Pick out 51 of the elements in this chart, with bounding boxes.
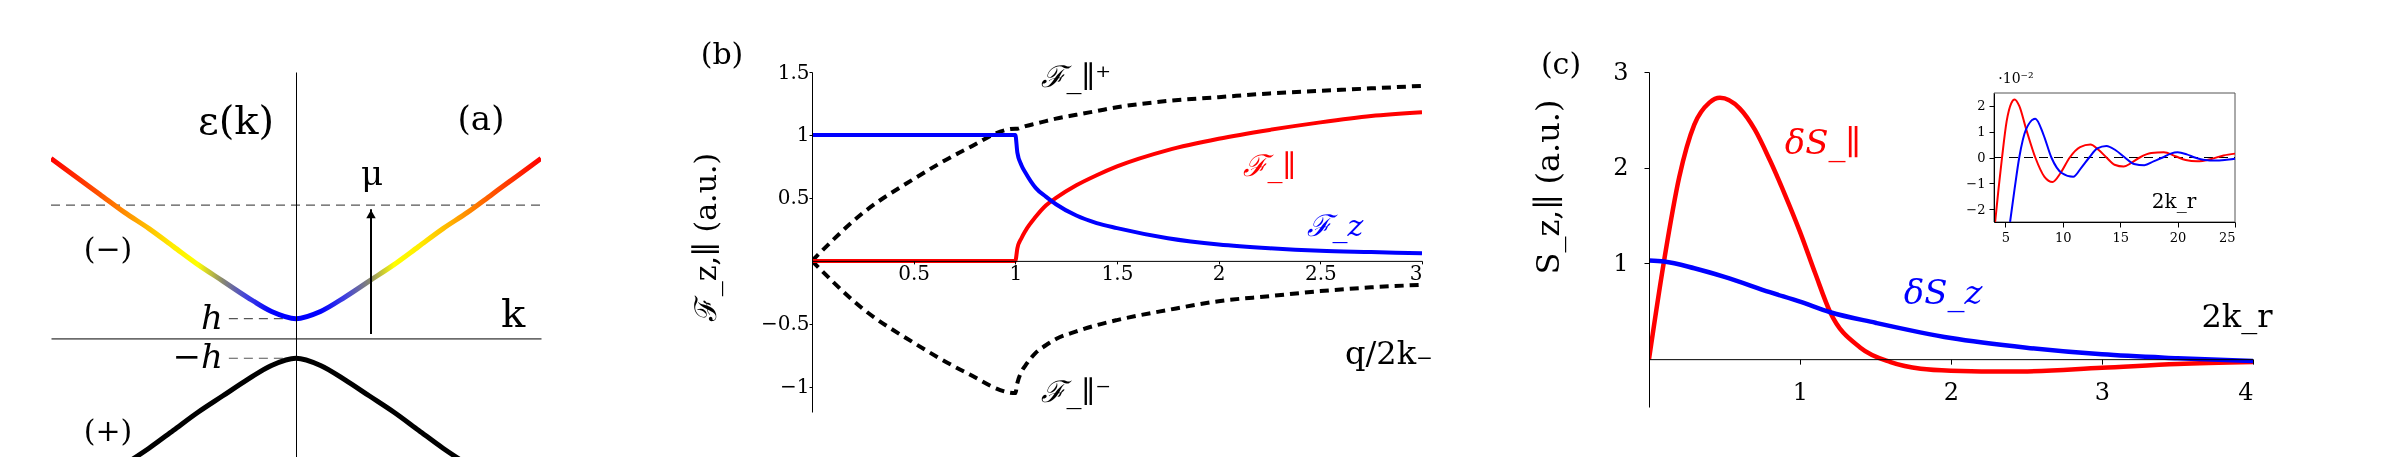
y-axis-title: S_z,∥ (a.u.) [1529,99,1567,275]
x-axis-title: 2k_r [2151,189,2197,213]
y-tick-label: −1 [1966,175,1986,191]
series-label: δS_z [1903,272,1984,314]
chart-title: (c) [1540,46,1582,81]
x-tick-label: 20 [2169,229,2187,245]
y-tick-label: 2 [1613,153,1629,182]
x-tick-label: 5 [2001,229,2011,245]
chart-title: (a) [457,98,505,138]
x-tick-label: 10 [2055,229,2072,245]
x-tick-label: 4 [2238,377,2254,406]
annotation: μ [360,153,384,193]
x-tick-label: 0.5 [898,261,931,286]
line-series [2009,117,2236,223]
annotation: (+) [83,413,133,448]
series-label: δS_∥ [1784,121,1862,163]
chart-title: (b) [700,36,744,71]
x-tick-label: 2 [1212,261,1226,286]
y-tick-label: 0 [1977,150,1986,165]
x-tick-label: 3 [2094,377,2111,406]
x-axis-title: k [500,290,526,336]
y-tick-label: −2 [1966,201,1986,217]
ref-line-label: −h [172,336,223,377]
series-label: ℱ_z [1307,207,1364,244]
series-label: ℱ_∥⁻ [1041,374,1112,411]
x-tick-label: 2.5 [1304,261,1337,286]
series-label: ℱ_∥ [1242,147,1297,184]
y-tick-label: 1.5 [777,59,810,84]
y-axis-title: ε(k) [197,97,275,143]
y-tick-label: 1 [1977,124,1986,140]
series-label: ℱ_∥⁺ [1041,58,1112,95]
x-tick-label: 15 [2112,229,2130,245]
ref-line-label: h [200,296,223,337]
y-axis-title: ℱ_z,∥ (a.u.) [688,152,724,323]
y-tick-label: 0.5 [777,185,810,210]
x-tick-label: 2 [1943,377,1960,406]
x-tick-label: 1.5 [1101,261,1134,286]
y-tick-label: 2 [1977,98,1986,114]
x-axis-title: q/2k₋ [1345,334,1433,372]
annotation: ·10⁻² [1998,70,2034,86]
x-tick-label: 1 [1792,377,1809,406]
y-tick-label: 1 [796,122,810,147]
x-tick-label: 25 [2218,229,2236,245]
line-series [812,132,1422,256]
x-tick-label: 3 [1409,261,1423,286]
x-axis-title: 2k_r [2201,297,2274,335]
y-tick-label: −1 [780,374,810,399]
x-tick-label: 1 [1009,261,1023,286]
y-tick-label: 3 [1613,57,1629,86]
annotation: (−) [83,231,133,266]
y-tick-label: −0.5 [760,311,810,336]
